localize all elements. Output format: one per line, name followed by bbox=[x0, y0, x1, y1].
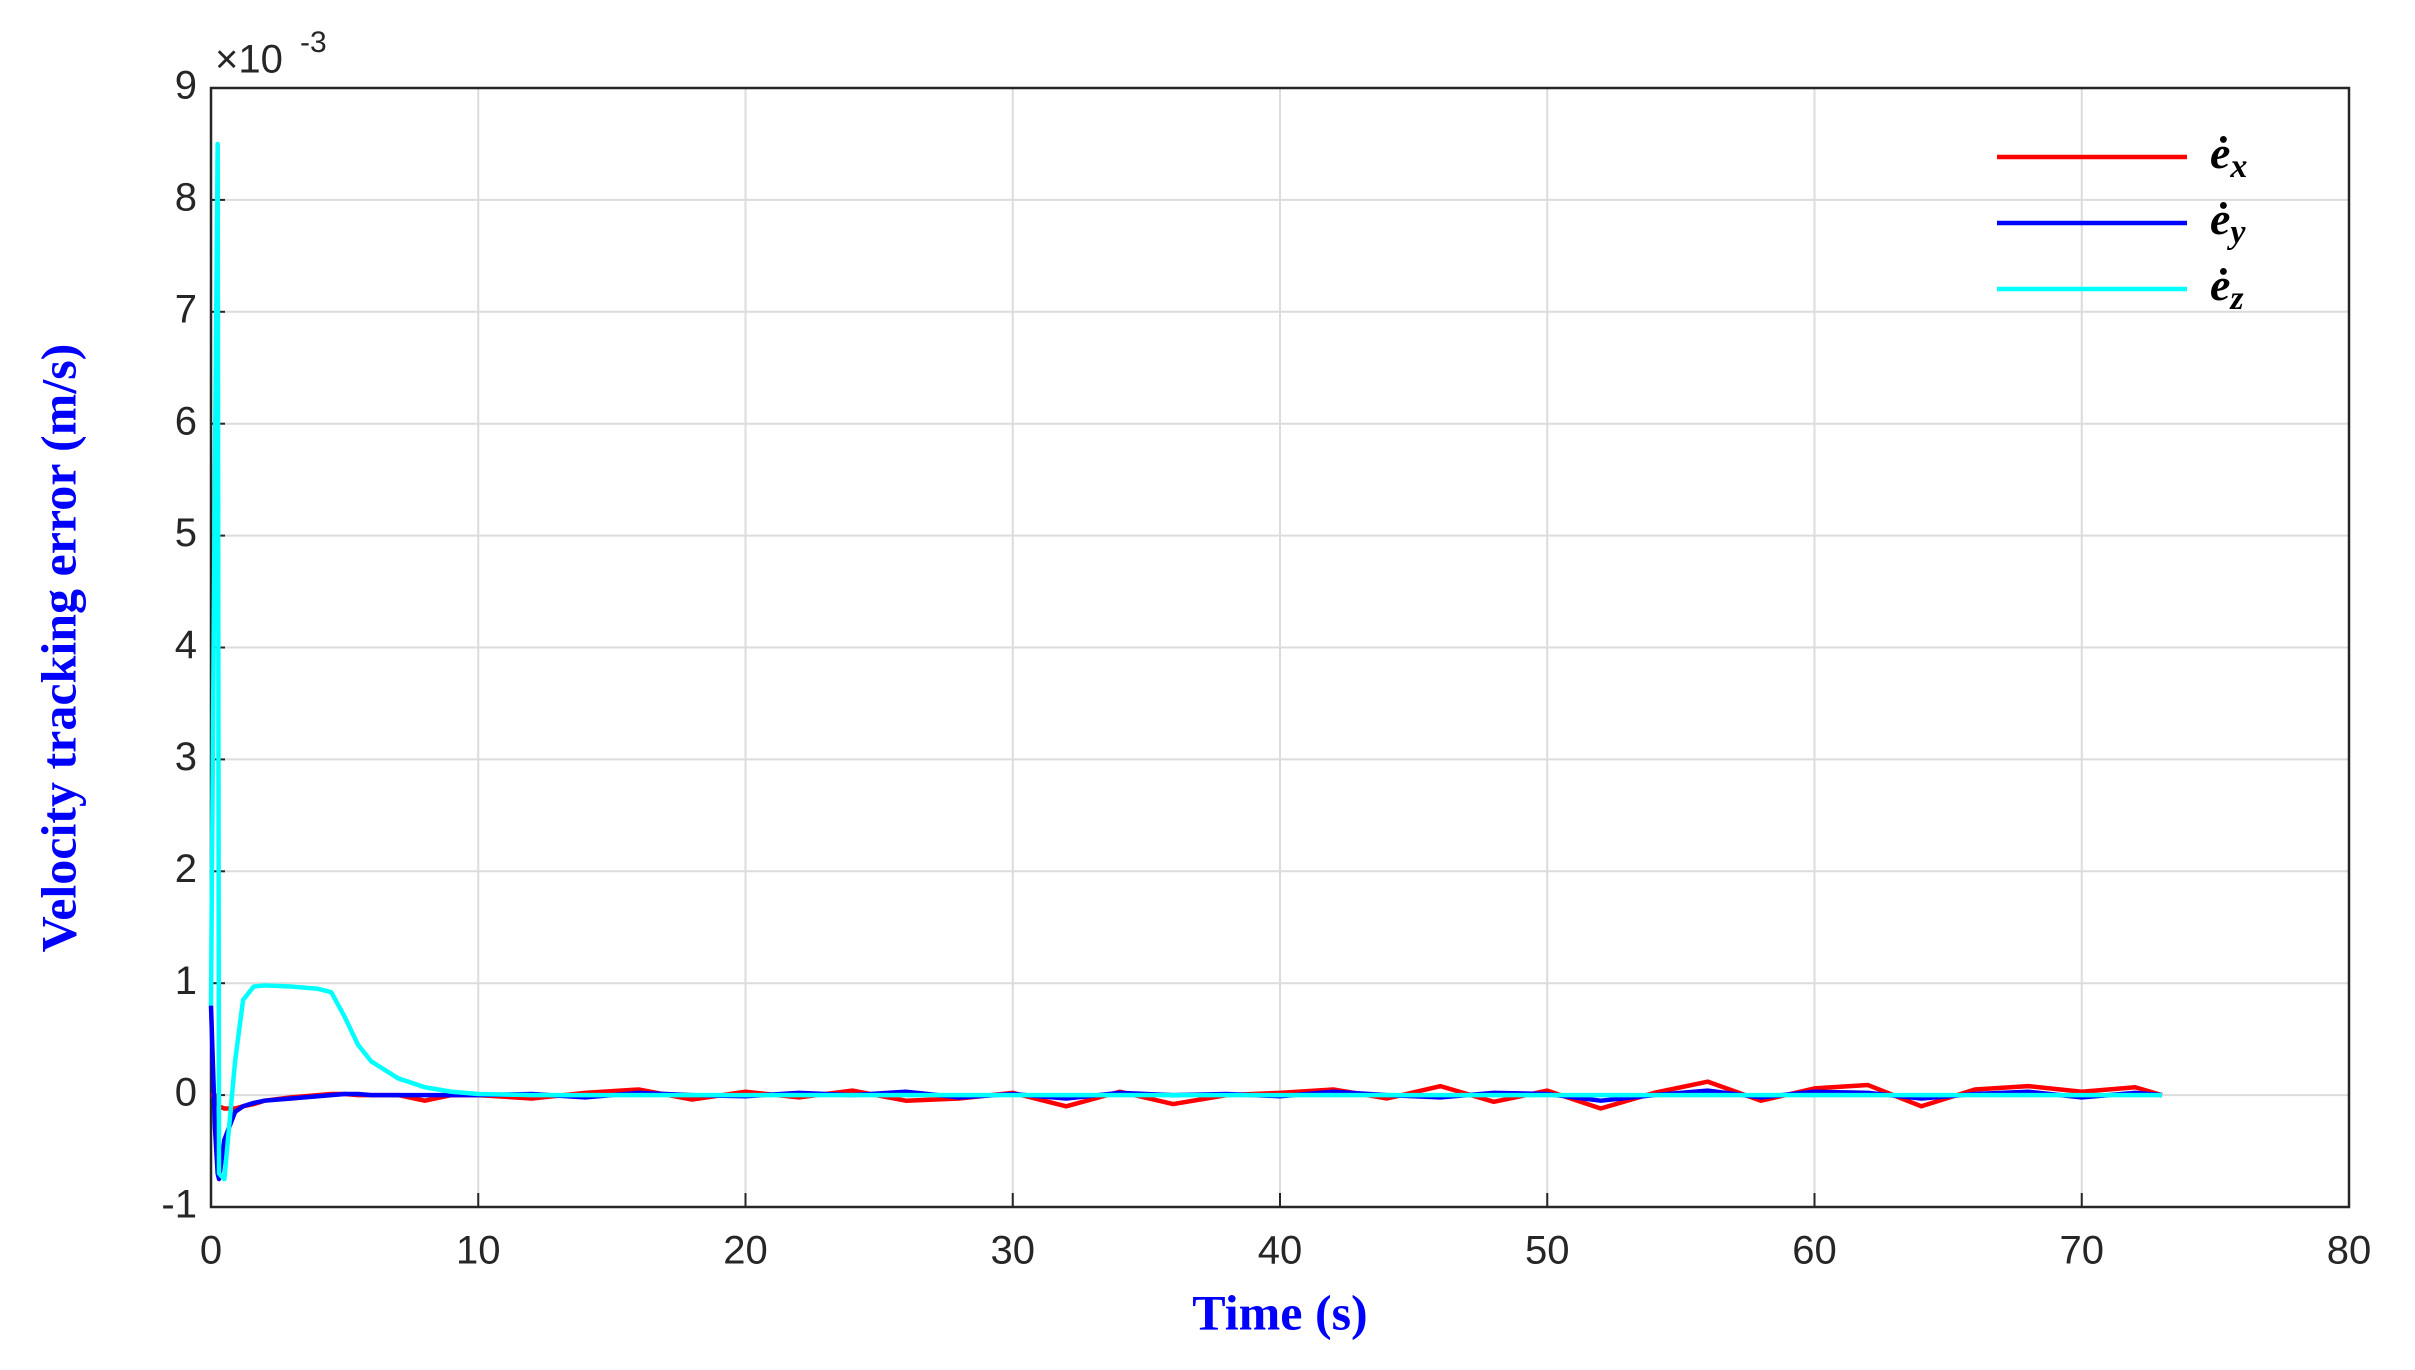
y-tick-label: 9 bbox=[175, 64, 197, 108]
legend-label: ėy bbox=[2210, 193, 2246, 251]
legend-label: ėz bbox=[2210, 259, 2244, 317]
y-tick-label: 1 bbox=[175, 959, 197, 1003]
y-multiplier-exponent: -3 bbox=[300, 26, 327, 59]
y-tick-label: -1 bbox=[161, 1183, 197, 1227]
y-axis-label: Velocity tracking error (m/s) bbox=[30, 344, 86, 953]
x-tick-label: 60 bbox=[1792, 1229, 1837, 1273]
x-axis-label: Time (s) bbox=[1192, 1284, 1367, 1340]
y-tick-label: 2 bbox=[175, 847, 197, 891]
x-tick-label: 0 bbox=[200, 1229, 222, 1273]
x-tick-label: 50 bbox=[1525, 1229, 1570, 1273]
x-tick-label: 70 bbox=[2060, 1229, 2105, 1273]
series-line bbox=[208, 141, 2162, 1182]
y-tick-label: 0 bbox=[175, 1071, 197, 1115]
y-multiplier: ×10 bbox=[215, 38, 283, 82]
x-tick-label: 80 bbox=[2327, 1229, 2372, 1273]
x-tick-label: 40 bbox=[1258, 1229, 1303, 1273]
y-tick-label: 3 bbox=[175, 735, 197, 779]
x-tick-label: 30 bbox=[991, 1229, 1036, 1273]
x-tick-label: 10 bbox=[456, 1229, 501, 1273]
plot-frame bbox=[209, 86, 2351, 1209]
y-tick-label: 8 bbox=[175, 175, 197, 219]
x-tick-label: 20 bbox=[723, 1229, 768, 1273]
y-tick-label: 4 bbox=[175, 623, 197, 667]
y-tick-label: 5 bbox=[175, 511, 197, 555]
legend-label: ėx bbox=[2210, 127, 2247, 185]
y-tick-label: 7 bbox=[175, 287, 197, 331]
y-tick-label: 6 bbox=[175, 399, 197, 443]
